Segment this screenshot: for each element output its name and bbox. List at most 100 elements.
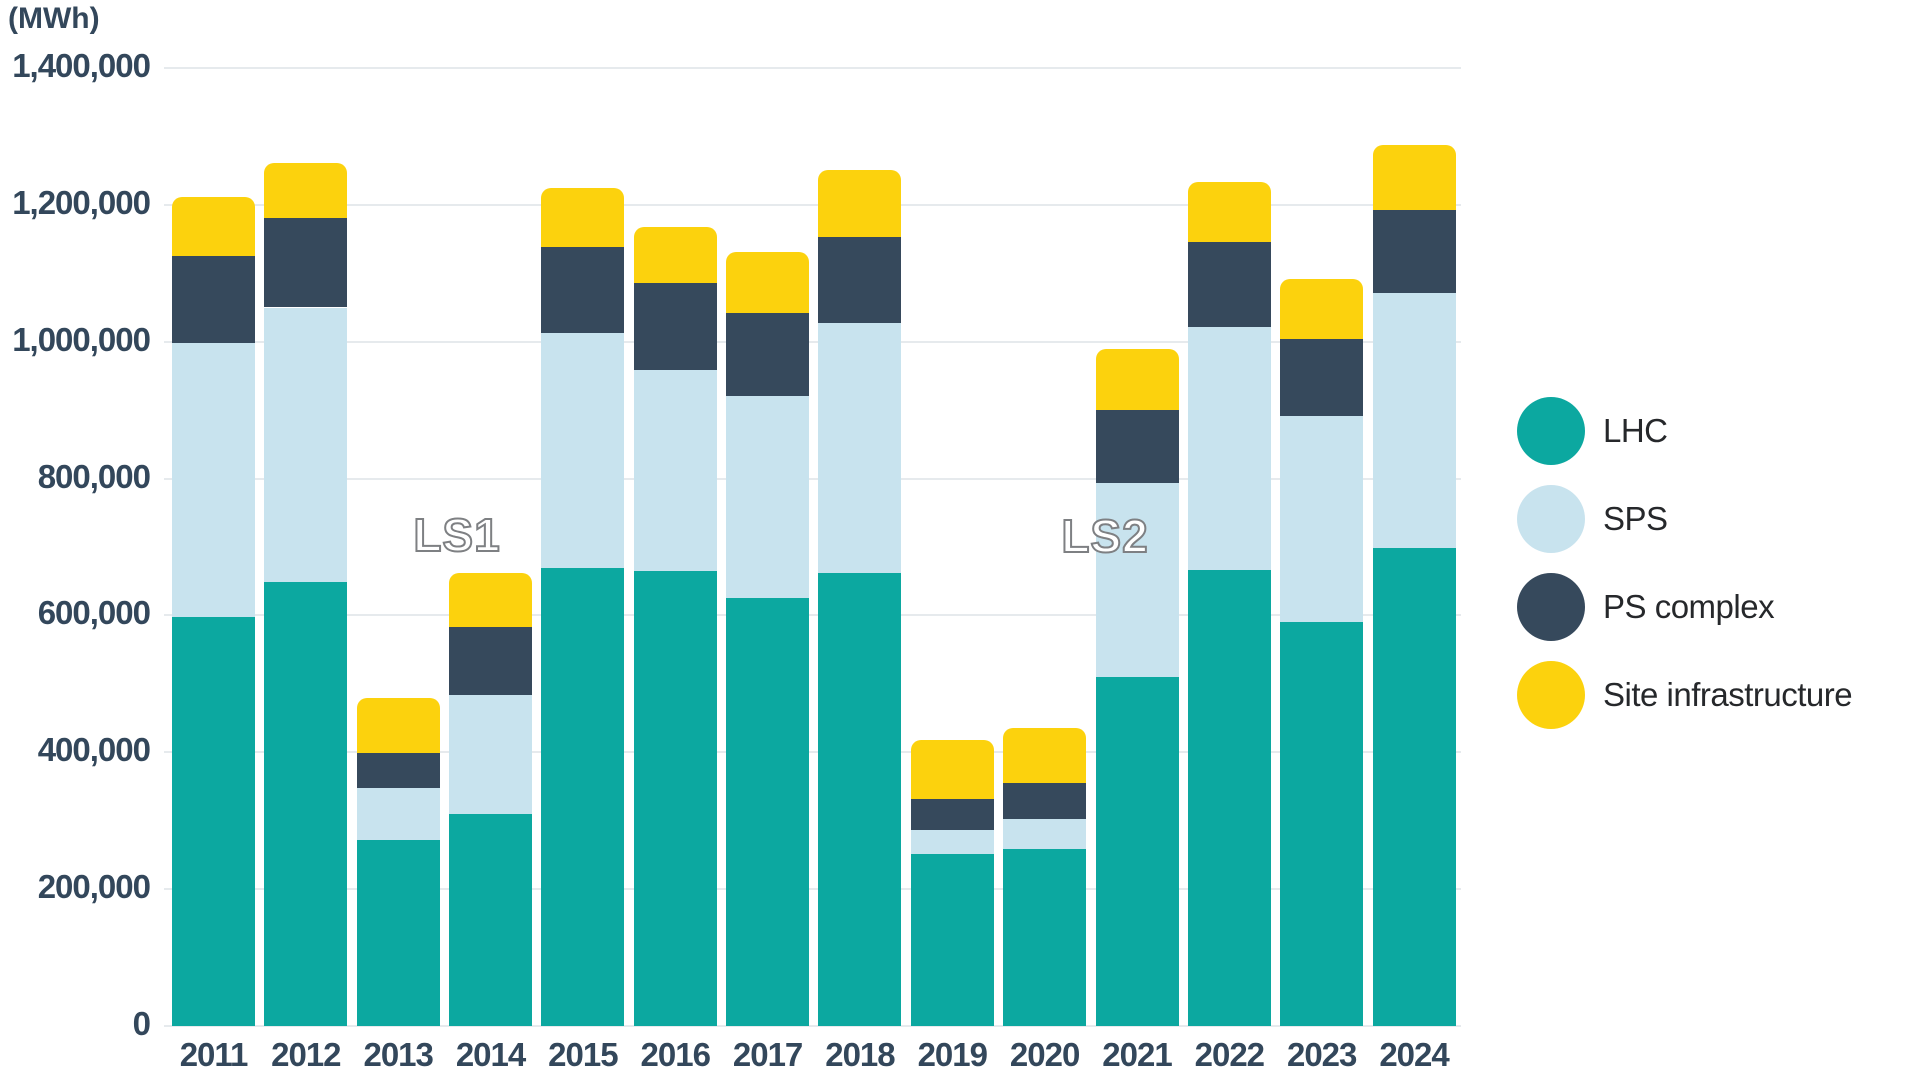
x-axis-tick-label: 2011 xyxy=(179,1036,249,1073)
bar-segment[interactable] xyxy=(1095,483,1179,677)
bar-segment[interactable] xyxy=(541,188,625,247)
x-axis-tick-label: 2024 xyxy=(1379,1036,1449,1073)
bar-segment[interactable] xyxy=(541,568,625,1026)
bar-segment[interactable] xyxy=(1003,849,1087,1026)
legend: LHC SPS PS complex Site infrastructure xyxy=(1517,397,1853,749)
x-axis-tick-label: 2017 xyxy=(732,1036,803,1073)
legend-item[interactable]: SPS xyxy=(1517,485,1852,553)
x-axis-tick-label: 2013 xyxy=(363,1036,433,1073)
bar-segment[interactable] xyxy=(356,698,440,753)
bar-segment[interactable] xyxy=(910,798,994,831)
bar-segment[interactable] xyxy=(1280,338,1364,416)
bar-segment[interactable] xyxy=(356,752,440,788)
gridline xyxy=(164,751,1461,754)
bar-segment[interactable] xyxy=(1280,278,1364,339)
legend-color-dot-icon xyxy=(1517,573,1585,641)
gridline xyxy=(164,614,1461,617)
bar-segment[interactable] xyxy=(818,322,902,573)
gridline xyxy=(164,1025,1461,1027)
bar-segment[interactable] xyxy=(910,830,994,854)
legend-color-dot-icon xyxy=(1517,485,1585,553)
bar-segment[interactable] xyxy=(633,369,717,571)
bar-segment[interactable] xyxy=(172,256,255,344)
x-axis-tick-label: 2012 xyxy=(271,1036,341,1073)
bar-segment[interactable] xyxy=(1372,293,1456,548)
bar-segment[interactable] xyxy=(1372,144,1456,210)
bar-segment[interactable] xyxy=(264,217,348,308)
bar-segment[interactable] xyxy=(264,581,348,1026)
bar-segment[interactable] xyxy=(172,343,255,617)
bar-segment[interactable] xyxy=(541,332,625,569)
bar-segment[interactable] xyxy=(726,395,810,599)
bar-segment[interactable] xyxy=(633,282,717,370)
bar-segment[interactable] xyxy=(449,573,533,628)
x-axis-tick-label: 2014 xyxy=(455,1036,526,1073)
y-axis-tick-label: 1,000,000 xyxy=(12,320,151,358)
x-axis-tick-label: 2023 xyxy=(1286,1036,1357,1073)
y-axis-tick-label: 1,400,000 xyxy=(12,47,151,84)
y-axis-unit-label: (MWh) xyxy=(8,2,100,35)
x-axis-tick-label: 2020 xyxy=(1009,1036,1080,1073)
x-axis-tick-label: 2021 xyxy=(1102,1036,1172,1073)
legend-label: LHC xyxy=(1603,412,1668,449)
x-axis-tick-label: 2018 xyxy=(825,1036,895,1073)
legend-color-dot-icon xyxy=(1517,397,1585,465)
bar-segment[interactable] xyxy=(1187,242,1271,327)
bar-segment[interactable] xyxy=(726,252,810,313)
bar-segment[interactable] xyxy=(1187,569,1271,1026)
bar-segment[interactable] xyxy=(1095,348,1179,411)
y-axis-tick-label: 0 xyxy=(132,1005,151,1042)
bar-segment[interactable] xyxy=(1095,410,1179,484)
bar-segment[interactable] xyxy=(356,839,440,1026)
gridline xyxy=(164,888,1461,891)
y-axis-tick-label: 400,000 xyxy=(37,731,151,769)
legend-item[interactable]: Site infrastructure xyxy=(1517,661,1853,729)
bar-segment[interactable] xyxy=(541,246,625,333)
bar-segment[interactable] xyxy=(633,570,717,1026)
bar-segment[interactable] xyxy=(910,739,994,799)
bar-segment[interactable] xyxy=(818,169,902,237)
y-axis-tick-label: 200,000 xyxy=(37,868,151,906)
bar-segment[interactable] xyxy=(1003,728,1087,784)
y-axis-tick-label: 600,000 xyxy=(37,594,151,632)
legend-color-dot-icon xyxy=(1517,661,1585,729)
legend-item[interactable]: PS complex xyxy=(1517,573,1852,641)
bar-segment[interactable] xyxy=(1280,415,1364,623)
x-axis-tick-label: 2022 xyxy=(1194,1036,1265,1073)
bar-segment[interactable] xyxy=(818,573,902,1026)
bar-segment[interactable] xyxy=(1095,677,1179,1026)
bar-segment[interactable] xyxy=(172,197,255,257)
legend-label: Site infrastructure xyxy=(1603,676,1853,713)
legend-label: SPS xyxy=(1603,500,1668,537)
bar-segment[interactable] xyxy=(264,307,348,582)
bar-segment[interactable] xyxy=(1003,819,1087,850)
bar-segment[interactable] xyxy=(910,853,994,1026)
bar-segment[interactable] xyxy=(449,813,533,1026)
x-axis-tick-label: 2015 xyxy=(548,1036,618,1073)
x-axis-tick-label: 2016 xyxy=(640,1036,711,1073)
gridline xyxy=(164,340,1461,343)
gridline xyxy=(164,67,1461,69)
bar-segment[interactable] xyxy=(818,237,902,323)
bar-segment[interactable] xyxy=(1187,326,1271,570)
x-axis-tick-label: 2019 xyxy=(917,1036,988,1073)
gridline xyxy=(164,477,1461,480)
bar-segment[interactable] xyxy=(1003,783,1087,820)
shutdown-annotation: LS2 xyxy=(1060,509,1149,563)
y-axis-tick-label: 1,200,000 xyxy=(12,183,151,221)
legend-item[interactable]: LHC xyxy=(1517,397,1852,465)
y-axis-tick-label: 800,000 xyxy=(37,457,151,495)
bar-segment[interactable] xyxy=(1187,182,1271,243)
bar-segment[interactable] xyxy=(726,312,810,396)
bar-segment[interactable] xyxy=(726,598,810,1026)
bar-segment[interactable] xyxy=(1280,622,1364,1026)
bar-segment[interactable] xyxy=(264,163,348,218)
bar-segment[interactable] xyxy=(449,694,533,814)
bar-segment[interactable] xyxy=(633,226,717,283)
gridline xyxy=(164,203,1461,206)
bar-segment[interactable] xyxy=(1372,547,1456,1026)
bar-segment[interactable] xyxy=(172,616,255,1026)
bar-segment[interactable] xyxy=(449,627,533,695)
bar-segment[interactable] xyxy=(356,787,440,840)
bar-segment[interactable] xyxy=(1372,209,1456,294)
